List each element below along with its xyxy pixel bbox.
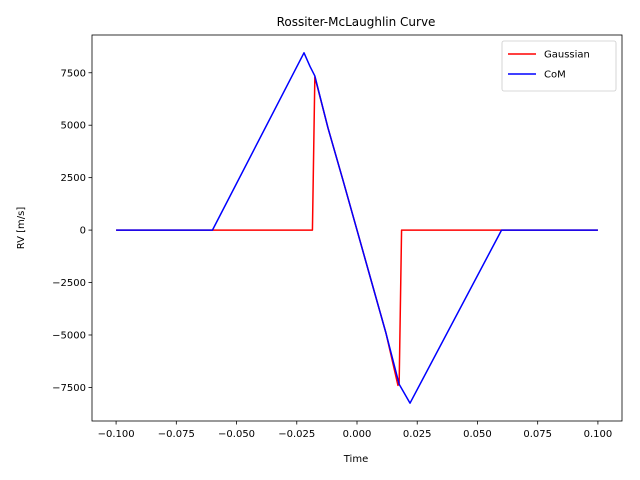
- x-axis: −0.100 −0.075 −0.050 −0.025 0.000 0.025 0.050 0…: [98, 421, 613, 440]
- y-tick-label: −7500: [52, 383, 86, 394]
- series-line-com: [116, 52, 598, 404]
- y-tick-label: 2500: [61, 173, 86, 184]
- y-tick-label: 5000: [61, 121, 86, 132]
- y-tick-label: 0: [80, 226, 86, 237]
- legend-label: Gaussian: [544, 50, 590, 61]
- y-tick-label: −5000: [52, 330, 86, 341]
- y-tick-label: −2500: [52, 278, 86, 289]
- x-tick-label: −0.025: [278, 429, 315, 440]
- y-axis-label: RV [m/s]: [16, 207, 27, 250]
- x-tick-label: 0.025: [403, 429, 432, 440]
- chart-title: Rossiter-McLaughlin Curve: [277, 15, 436, 29]
- y-axis: −7500 −5000 −2500 0 2500 5000 7500: [52, 68, 92, 394]
- legend-label: CoM: [544, 70, 566, 81]
- x-tick-label: 0.075: [523, 429, 552, 440]
- x-tick-label: 0.100: [584, 429, 613, 440]
- series-layer: [116, 52, 598, 404]
- legend: Gaussian CoM: [501, 40, 617, 92]
- x-tick-label: −0.100: [98, 429, 135, 440]
- y-tick-label: 7500: [61, 68, 86, 79]
- x-tick-label: −0.050: [218, 429, 255, 440]
- x-tick-label: 0.050: [463, 429, 492, 440]
- x-tick-label: 0.000: [343, 429, 372, 440]
- x-tick-label: −0.075: [158, 429, 195, 440]
- x-axis-label: Time: [343, 454, 368, 465]
- legend-box: [501, 40, 617, 92]
